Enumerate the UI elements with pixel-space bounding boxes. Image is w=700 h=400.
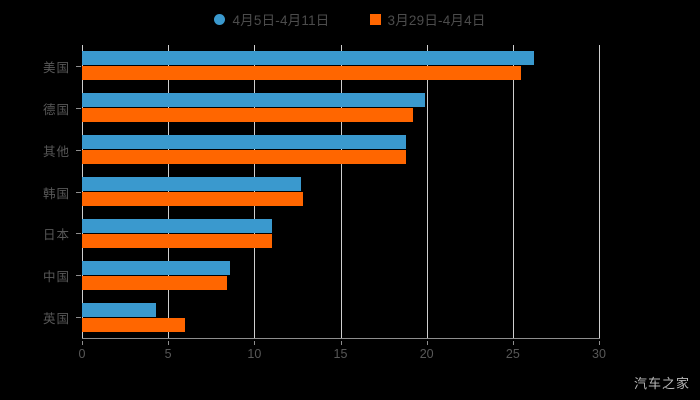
gridline-30 [599, 45, 600, 338]
bar[interactable] [82, 192, 303, 206]
bar[interactable] [82, 51, 534, 66]
y-axis-labels: 美国德国其他韩国日本中国英国 [0, 45, 81, 338]
plot-area [82, 45, 600, 338]
gridline-10 [254, 45, 256, 338]
x-axis-tick-10 [254, 341, 256, 345]
bar[interactable] [82, 108, 413, 123]
bar[interactable] [82, 135, 406, 150]
y-axis-tick-2 [76, 149, 81, 151]
y-axis-tick-6 [76, 317, 81, 319]
y-axis-label-2: 其他 [42, 144, 70, 159]
legend-item-series-1[interactable]: 3月29日-4月4日 [369, 9, 486, 29]
x-axis-tick-25 [512, 341, 514, 345]
bar-group-0 [82, 51, 599, 81]
x-axis-label-20: 20 [419, 347, 434, 361]
bar[interactable] [82, 177, 301, 191]
y-axis-tick-5 [76, 275, 81, 277]
gridline-5 [168, 45, 170, 338]
bar-group-6 [82, 302, 599, 332]
legend-label-series-1: 3月29日-4月4日 [387, 13, 486, 28]
x-axis-tick-15 [340, 341, 342, 345]
bar[interactable] [82, 66, 522, 81]
y-axis-label-4: 日本 [42, 228, 70, 243]
y-axis-label-5: 中国 [42, 270, 70, 285]
bar[interactable] [82, 260, 231, 275]
bar[interactable] [82, 317, 186, 332]
bar[interactable] [82, 275, 227, 290]
bar-group-5 [82, 260, 599, 290]
x-axis-labels: 0 5 10 15 20 25 30 [0, 341, 700, 363]
x-axis-label-30: 30 [592, 347, 606, 361]
bar-group-2 [82, 135, 599, 165]
bar[interactable] [82, 150, 406, 165]
y-axis-label-1: 德国 [42, 102, 70, 117]
x-axis-tick-5 [168, 341, 170, 345]
y-axis-tick-3 [76, 191, 81, 193]
bar-group-3 [82, 177, 599, 206]
x-axis-tick-30 [599, 341, 600, 345]
y-axis-tick-4 [76, 233, 81, 235]
y-axis-label-0: 美国 [42, 60, 70, 75]
x-axis-label-10: 10 [247, 347, 262, 361]
x-axis-tick-20 [426, 341, 428, 345]
x-axis-tick-0 [82, 341, 83, 345]
y-axis-tick-1 [76, 107, 81, 109]
y-axis-tick-0 [76, 65, 81, 67]
x-axis-label-15: 15 [333, 347, 348, 361]
y-axis-label-3: 韩国 [42, 186, 70, 201]
x-axis-line [82, 338, 600, 339]
bar[interactable] [82, 93, 425, 108]
watermark: 汽车之家 [633, 376, 690, 391]
legend-item-series-0[interactable]: 4月5日-4月11日 [214, 9, 329, 29]
bar-group-4 [82, 218, 599, 248]
chart-legend: 4月5日-4月11日 3月29日-4月4日 [0, 8, 700, 30]
y-axis-label-6: 英国 [42, 312, 70, 327]
x-axis-label-5: 5 [164, 347, 172, 361]
bar[interactable] [82, 233, 272, 248]
legend-swatch-icon-series-0 [214, 13, 226, 25]
gridline-0 [82, 45, 83, 338]
x-axis-label-0: 0 [78, 347, 86, 361]
x-axis-label-25: 25 [505, 347, 520, 361]
gridline-20 [426, 45, 428, 338]
legend-swatch-icon-series-1 [369, 13, 381, 25]
bar-group-1 [82, 93, 599, 123]
bar[interactable] [82, 218, 272, 233]
gridline-15 [340, 45, 342, 338]
legend-label-series-0: 4月5日-4月11日 [232, 13, 330, 28]
bar[interactable] [82, 302, 157, 317]
gridline-25 [512, 45, 514, 338]
